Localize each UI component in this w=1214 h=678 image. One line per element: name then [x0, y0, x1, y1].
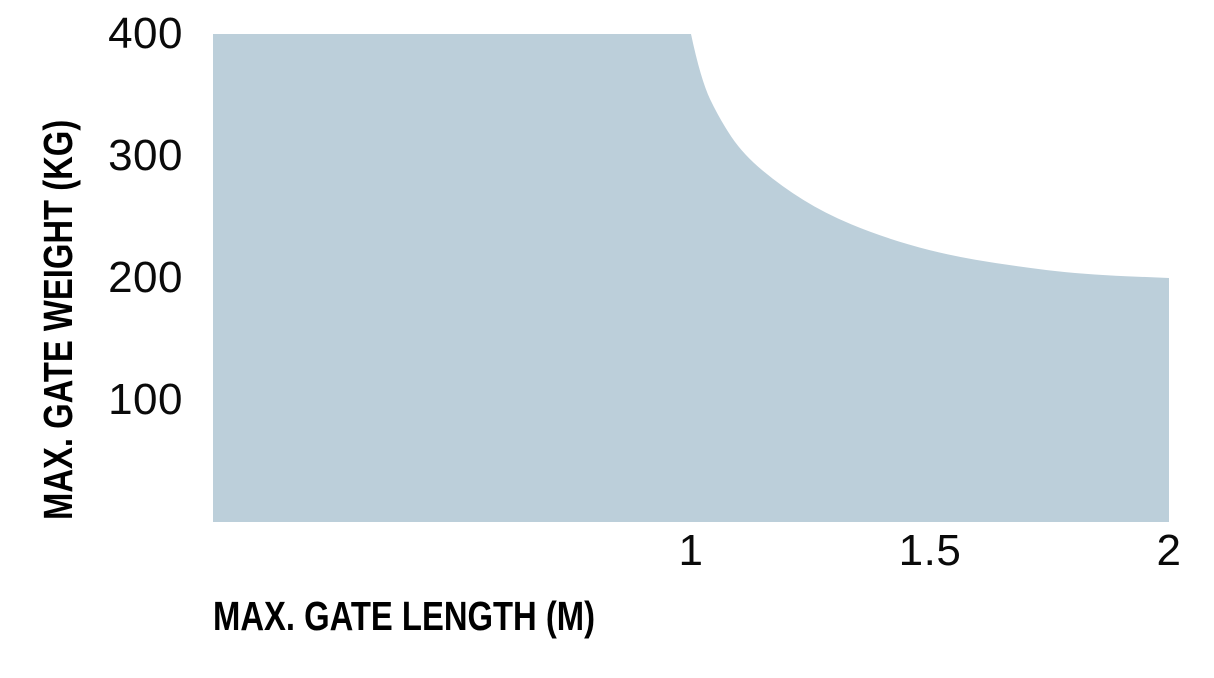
y-tick-label: 400: [108, 9, 183, 58]
x-tick-label: 2: [1156, 526, 1182, 575]
x-axis-title-text: MAX. GATE LENGTH (M): [213, 593, 596, 639]
plot-area: [213, 34, 1169, 522]
x-axis-title: MAX. GATE LENGTH (M): [213, 592, 595, 640]
weight-envelope-area: [213, 34, 1169, 522]
y-tick-label: 200: [108, 253, 183, 302]
x-tick-label: 1: [678, 526, 704, 575]
y-tick-label: 300: [108, 131, 183, 180]
x-tick-label: 1.5: [898, 526, 962, 575]
y-tick-label: 100: [108, 375, 183, 424]
